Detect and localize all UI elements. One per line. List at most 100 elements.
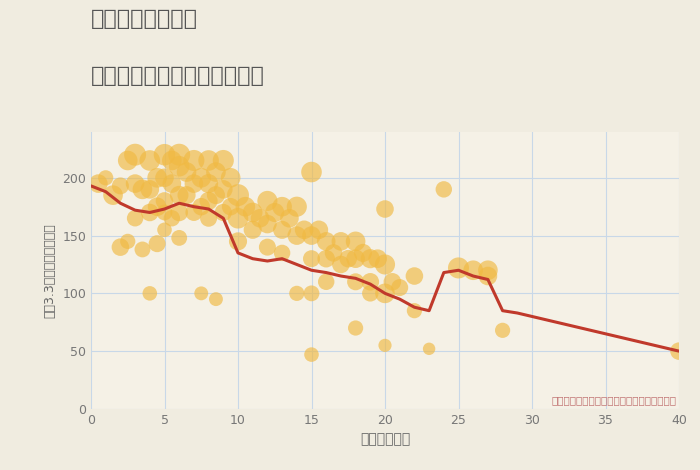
Point: [239, 203, 251, 211]
Point: [159, 209, 170, 216]
Point: [122, 157, 133, 164]
Point: [350, 324, 361, 332]
Point: [409, 307, 420, 314]
Point: [151, 203, 162, 211]
Point: [181, 168, 192, 176]
Point: [321, 278, 332, 286]
Point: [306, 290, 317, 297]
Point: [269, 209, 280, 216]
Point: [247, 209, 258, 216]
Point: [203, 214, 214, 222]
Point: [188, 209, 199, 216]
Point: [144, 157, 155, 164]
Point: [306, 232, 317, 239]
Text: 築年数別中古マンション価格: 築年数別中古マンション価格: [91, 66, 265, 86]
Point: [276, 249, 288, 257]
Point: [136, 186, 148, 193]
Point: [291, 203, 302, 211]
Point: [358, 249, 369, 257]
Point: [394, 284, 405, 291]
Point: [210, 295, 221, 303]
Point: [188, 157, 199, 164]
Point: [298, 226, 309, 234]
Point: [350, 238, 361, 245]
Point: [453, 264, 464, 272]
Point: [482, 272, 493, 280]
Point: [159, 226, 170, 234]
Point: [181, 191, 192, 199]
Point: [203, 197, 214, 205]
Point: [276, 226, 288, 234]
Point: [159, 174, 170, 181]
Point: [203, 157, 214, 164]
Point: [167, 180, 178, 188]
Point: [321, 255, 332, 262]
Point: [225, 174, 237, 181]
Point: [276, 203, 288, 211]
Point: [174, 209, 185, 216]
Point: [262, 220, 273, 228]
Point: [218, 186, 229, 193]
Point: [144, 290, 155, 297]
Point: [203, 180, 214, 188]
Point: [92, 180, 104, 188]
Point: [210, 168, 221, 176]
Point: [195, 174, 207, 181]
Point: [379, 205, 391, 213]
Point: [115, 243, 126, 251]
Point: [350, 278, 361, 286]
Point: [174, 234, 185, 242]
Point: [372, 255, 384, 262]
Point: [100, 174, 111, 181]
Point: [379, 342, 391, 349]
Point: [130, 214, 141, 222]
Point: [306, 351, 317, 358]
Point: [122, 238, 133, 245]
Point: [468, 266, 479, 274]
Point: [291, 290, 302, 297]
Point: [188, 180, 199, 188]
Point: [218, 157, 229, 164]
Point: [673, 347, 685, 355]
Point: [409, 272, 420, 280]
Point: [130, 151, 141, 158]
Point: [379, 261, 391, 268]
Point: [365, 290, 376, 297]
Text: 埼玉県志木市本町: 埼玉県志木市本町: [91, 9, 198, 30]
Point: [424, 345, 435, 352]
Point: [210, 191, 221, 199]
Point: [130, 180, 141, 188]
Y-axis label: 坪（3.3㎡）単価（万円）: 坪（3.3㎡）単価（万円）: [43, 223, 57, 318]
Point: [386, 278, 398, 286]
Point: [262, 243, 273, 251]
Point: [291, 232, 302, 239]
Point: [195, 203, 207, 211]
Text: 円の大きさは、取引のあった物件面積を示す: 円の大きさは、取引のあった物件面積を示す: [551, 395, 676, 406]
Point: [136, 246, 148, 253]
Point: [247, 226, 258, 234]
Point: [438, 186, 449, 193]
Point: [151, 174, 162, 181]
Point: [144, 186, 155, 193]
Point: [497, 327, 508, 334]
Point: [167, 214, 178, 222]
Point: [335, 238, 346, 245]
Point: [365, 278, 376, 286]
Point: [174, 163, 185, 170]
Point: [195, 290, 207, 297]
Point: [335, 261, 346, 268]
Point: [328, 249, 340, 257]
Point: [350, 255, 361, 262]
Point: [115, 182, 126, 190]
Point: [144, 209, 155, 216]
Point: [108, 191, 119, 199]
Point: [262, 197, 273, 205]
Point: [284, 214, 295, 222]
Point: [232, 238, 244, 245]
Point: [167, 157, 178, 164]
Point: [306, 168, 317, 176]
Point: [232, 191, 244, 199]
X-axis label: 築年数（年）: 築年数（年）: [360, 432, 410, 446]
Point: [365, 255, 376, 262]
Point: [174, 151, 185, 158]
